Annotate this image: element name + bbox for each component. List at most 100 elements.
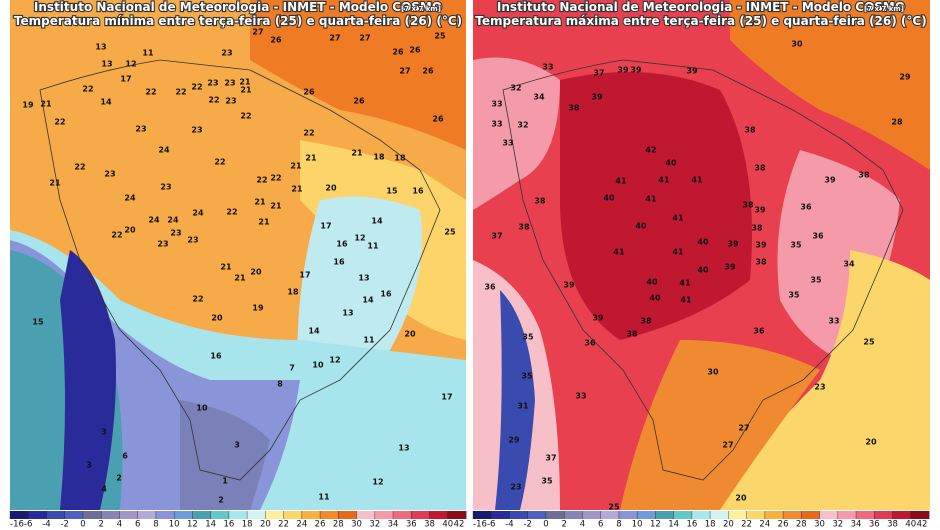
colorbar-segment [746,511,766,519]
temp-label: 11 [318,493,330,502]
temp-label: 35 [521,372,533,381]
colorbar-segment [728,511,747,519]
colorbar-segment [192,511,211,519]
temp-label: 27 [329,34,340,43]
temp-label: 23 [157,240,168,249]
colorbar-segment [856,511,875,519]
colorbar-tick-label: -4 [505,520,513,530]
temp-label: 42 [645,146,656,155]
temp-label: 21 [240,86,252,95]
colorbar-segment [874,511,893,519]
colorbar-segment [600,511,620,519]
colorbar-tick-label: -4 [42,520,50,530]
colorbar-tick-label: 16 [686,520,697,530]
colorbar-segment [564,511,583,519]
temp-label: 19 [252,304,264,313]
temp-label: 2 [218,496,224,505]
temp-label: 26 [432,115,444,124]
temp-label: 37 [545,454,556,463]
temp-label: 39 [591,93,603,102]
colorbar-tick-label: 6 [135,520,140,530]
temp-label: 22 [214,158,225,167]
temp-label: 40 [649,294,661,303]
colorbar-segment [783,511,802,519]
colorbar-tick-label: 38 [887,520,898,530]
temp-label: 41 [679,279,691,288]
temp-label: 27 [738,424,749,433]
temp-label: 25 [608,503,620,512]
colorbar-segment [82,511,102,519]
colorbar-tick-label: 4 [117,520,122,530]
temp-label: 22 [74,163,85,172]
temp-label: 26 [409,46,421,55]
temp-label: 41 [658,176,670,185]
temp-label: 26 [392,48,404,57]
temp-label: 22 [54,118,65,127]
temp-label: 18 [373,153,385,162]
colorbar-tick-label: 8 [153,520,158,530]
temp-label: 3 [86,461,92,470]
temp-label: 27 [252,28,263,37]
colorbar-segment [801,511,820,519]
colorbar-segment [673,511,693,519]
temp-label: 12 [125,60,136,69]
temp-label: 22 [192,295,203,304]
temp-label: 39 [824,176,836,185]
colorbar-tick-label: 38 [424,520,435,530]
temp-label: 25 [434,32,446,41]
temp-label: 32 [517,121,528,130]
temp-label: 23 [187,236,198,245]
temp-label: 13 [358,274,369,283]
temp-label: 23 [191,126,202,135]
temp-label: 20 [211,314,223,323]
colorbar-segment [46,511,66,519]
colorbar-tick-label: 14 [205,520,216,530]
colorbar-segment [64,511,84,519]
temp-label: 27 [722,441,733,450]
temp-label: 15 [32,318,44,327]
colorbar: -16 -6 -4 -2 0 2 4 6 8 10 12 14 16 18 20 22 24 26 28 30 32 34… [9,511,467,530]
temp-label: 22 [226,208,237,217]
temp-label: 39 [755,241,767,250]
colorbar-tick-label: 16 [223,520,234,530]
colorbar-segment [910,511,930,519]
temp-label: 20 [250,268,262,277]
temp-label: 11 [363,336,375,345]
temp-label: 38 [755,258,767,267]
subtitle: Temperatura máxima entre terça-feira (25… [475,14,926,28]
colorbar-segment [155,511,175,519]
temp-label: 22 [240,112,251,121]
temp-label: 24 [192,209,204,218]
colorbar-segment [429,511,449,519]
temp-label: 40 [665,159,677,168]
temp-label: 20 [865,438,877,447]
colorbar-segment [320,511,339,519]
temp-label: 33 [491,100,502,109]
temp-label: 20 [404,330,416,339]
temp-label: 13 [398,444,409,453]
temp-label: 10 [312,361,324,370]
temp-label: 36 [484,283,496,292]
colorbar-segment [491,511,510,519]
colorbar: -16 -6 -4 -2 0 2 4 6 8 10 12 14 16 18 20 22 24 26 28 30 32 34… [472,511,930,530]
temp-label: 13 [95,43,106,52]
temp-label: 23 [221,49,232,58]
colorbar-tick-label: 22 [741,520,752,530]
temp-label: 36 [584,339,596,348]
colorbar-tick-label: 28 [796,520,807,530]
colorbar-segment [338,511,357,519]
temp-label: 35 [790,241,802,250]
colorbar-segment [582,511,601,519]
colorbar-tick-label: 10 [169,520,180,530]
temp-label: 41 [645,195,657,204]
temp-label: 12 [329,356,340,365]
colorbar-tick-label: 14 [668,520,679,530]
temp-label: 21 [351,149,363,158]
colorbar-tick-label: 32 [369,520,380,530]
colorbar-tick-label: 26 [315,520,326,530]
colorbar-tick-label: 30 [814,520,825,530]
temp-label: 41 [672,248,684,257]
temp-label: 22 [175,88,186,97]
temp-label: 26 [353,97,365,106]
temp-label: 40 [697,238,709,247]
